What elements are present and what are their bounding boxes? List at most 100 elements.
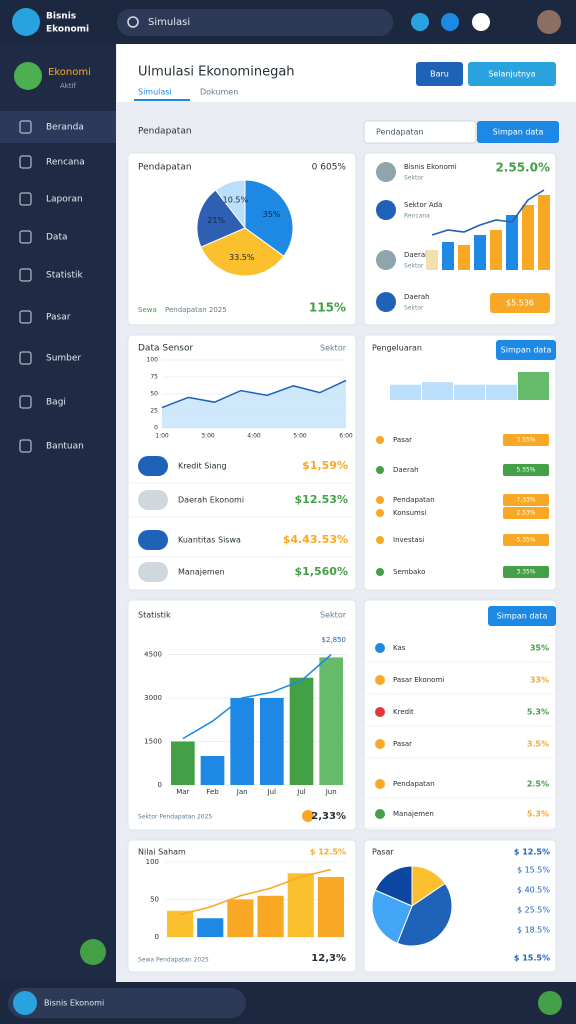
dot [375,675,385,685]
pie-slice [214,179,246,230]
row-value: 5.3% [527,708,549,717]
dot [376,509,384,517]
result: 2,33% [311,811,346,822]
user-name: Ekonomi [48,67,91,78]
y-tick-label: 0 [154,425,158,432]
select[interactable] [363,120,477,144]
badge [503,434,549,446]
row-name: Daerah [393,466,419,474]
dot [376,568,384,576]
area-line [161,379,347,409]
trend-line [179,868,332,916]
dot [375,707,385,717]
menu-item[interactable]: Sumber [46,354,81,364]
footer-button[interactable] [538,991,562,1015]
button-label[interactable]: Baru [430,70,449,79]
x-tick-label: 4:00 [247,433,261,440]
bar [506,215,518,270]
bar [317,877,344,937]
icon-button[interactable] [411,13,429,31]
menu-icon [19,192,32,206]
button[interactable] [416,62,463,86]
pie-slice [200,227,285,277]
brand: Bisnis [46,12,76,22]
row-value: $1,560% [295,565,348,578]
row-icon [138,530,168,550]
row-icon [138,562,168,582]
y-tick-label: 0 [155,933,159,941]
menu-item[interactable]: Laporan [46,195,83,205]
slice-label: $ 18.5% [517,926,550,935]
avatar[interactable] [537,10,561,34]
badge [503,494,549,506]
note: Pendapatan 2025 [165,306,227,314]
menu-item[interactable]: Rencana [46,158,85,168]
tab[interactable]: Simulasi [138,88,172,97]
bar [454,384,485,400]
badge [503,464,549,476]
button-label[interactable]: Simpan data [501,346,552,355]
button-label[interactable]: Selanjutnya [488,70,535,79]
avatar [376,162,396,182]
menu-item[interactable]: Bantuan [46,442,84,452]
menu-icon [19,395,32,409]
bar [257,895,284,937]
row-value: 5.3% [527,810,549,819]
dot [376,436,384,444]
footer-icon [13,991,37,1015]
badge-text: 5.55% [516,467,535,474]
button[interactable] [490,293,550,313]
menu-item[interactable]: Bagi [46,398,66,408]
pie-slice [196,189,246,248]
x-tick-label: Jun [325,788,337,796]
action-button[interactable] [80,939,106,965]
bar [230,698,254,785]
bar [390,384,421,400]
menu-icon [19,230,32,244]
icon-button[interactable] [441,13,459,31]
icon-button[interactable] [472,13,490,31]
card [363,599,557,831]
x-tick-label: Jan [236,788,248,796]
dot [376,496,384,504]
person-name: Daerah [404,293,430,301]
button-label[interactable]: Simpan data [493,128,544,137]
dot [376,536,384,544]
button[interactable] [477,121,559,143]
avatar [376,292,396,312]
badge-text: 5.35% [516,537,535,544]
menu-active [0,111,116,143]
bar [458,245,470,270]
row-name: Manajemen [393,810,434,818]
row-name: Konsumsi [393,509,427,517]
button-label[interactable]: Simpan data [497,612,548,621]
dot [375,779,385,789]
person-role: Sektor [404,305,424,312]
chart-label: $2,850 [322,636,347,644]
footer-note: Sektor Pendapatan 2025 [138,814,212,821]
footer-note: Sewa Pendapatan 2025 [138,957,209,964]
avatar [376,250,396,270]
trend-line [431,189,545,236]
bar [538,195,550,270]
button[interactable] [496,340,556,360]
search-box[interactable] [117,9,393,36]
row-value: 2.5% [527,780,549,789]
tab[interactable]: Dokumen [200,88,238,97]
button-label[interactable]: $5.536 [506,299,534,308]
coin [302,810,314,822]
menu-item[interactable]: Statistik [46,271,84,281]
row-icon [138,456,168,476]
x-tick-label: 6:00 [339,433,353,440]
bar [171,741,195,785]
bar [200,756,225,785]
menu-item[interactable]: Pasar [46,313,71,323]
row-value: $1,59% [302,459,348,472]
x-tick-label: Jul [296,788,306,796]
menu-item[interactable]: Beranda [46,123,84,133]
menu-item[interactable]: Data [46,233,68,243]
button[interactable] [468,62,556,86]
select-text: Pendapatan [376,128,424,137]
button[interactable] [488,606,556,626]
bar [319,657,343,785]
